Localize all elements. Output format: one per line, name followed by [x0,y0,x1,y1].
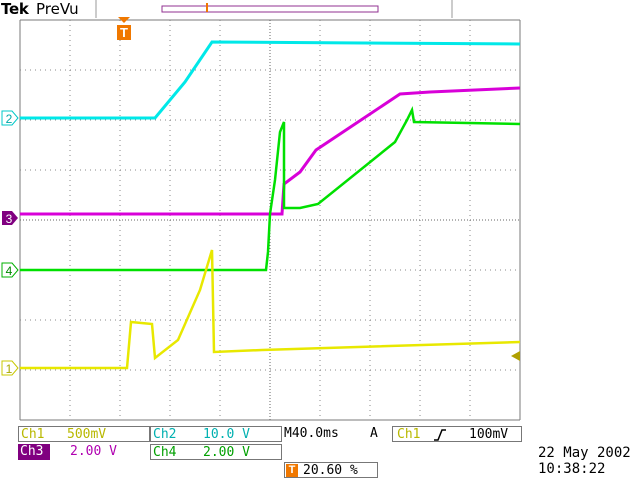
timebase-value: M40.0ms [284,426,339,441]
ch4-readout[interactable]: Ch4 2.00 V [150,444,282,460]
ch3-marker[interactable]: 3 [2,211,18,226]
ch1-trace [20,249,521,370]
trigger-level-arrow-icon [511,351,520,361]
trigger-position-readout[interactable]: T 20.60 % [284,462,378,478]
ch1-marker[interactable]: 1 [1,360,19,376]
ch3-trace [20,86,521,216]
svg-text:2: 2 [6,112,13,126]
svg-text:T: T [120,25,128,40]
record-position-bar [95,0,453,18]
ch3-label: Ch3 [18,444,50,460]
ch4-label: Ch4 [153,445,177,460]
timebase-readout[interactable]: M40.0ms [284,426,362,442]
ch1-readout[interactable]: Ch1 500mV [18,426,150,442]
ch2-readout[interactable]: Ch2 10.0 V [150,426,282,442]
time-label: 10:38:22 [538,461,606,477]
svg-text:3: 3 [6,212,13,226]
trigger-readout[interactable]: Ch1 100mV [392,426,522,442]
svg-text:1: 1 [6,362,13,376]
ch2-marker[interactable]: 2 [1,110,19,126]
ch1-label: Ch1 [21,427,45,442]
trigger-mode-label: A [370,426,378,441]
trigger-level: 100mV [469,427,509,442]
ch2-scale: 10.0 V [203,427,250,442]
ch3-scale: 2.00 V [70,444,117,459]
mode-label: PreVu [36,0,79,18]
ch1-scale: 500mV [67,427,107,442]
ch3-readout[interactable]: Ch3 2.00 V [18,444,150,460]
top-bar: Tek PreVu [0,0,640,20]
trigger-t-icon[interactable]: T [117,17,131,40]
brand-label: Tek [1,0,29,18]
trigger-position-value: 20.60 % [303,463,358,478]
ch2-trace [20,40,521,120]
rising-edge-icon [434,429,446,441]
trigger-position-icon: T [286,464,298,477]
svg-text:4: 4 [6,264,13,278]
ch4-scale: 2.00 V [203,445,250,460]
trigger-mode[interactable]: A [370,426,386,442]
ch4-trace [20,106,521,272]
ch4-marker[interactable]: 4 [1,262,19,278]
date-label: 22 May 2002 [538,445,631,461]
trigger-source: Ch1 [397,427,421,442]
ch2-label: Ch2 [153,427,177,442]
